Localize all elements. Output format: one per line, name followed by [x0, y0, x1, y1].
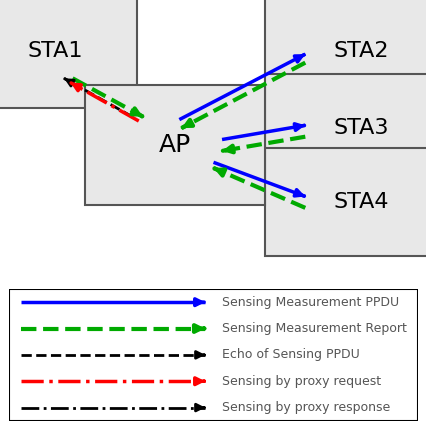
Text: STA3: STA3 — [332, 118, 388, 138]
Text: Sensing Measurement PPDU: Sensing Measurement PPDU — [221, 296, 398, 309]
FancyBboxPatch shape — [264, 74, 426, 182]
Text: Sensing Measurement Report: Sensing Measurement Report — [221, 322, 406, 335]
Text: Sensing by proxy request: Sensing by proxy request — [221, 375, 380, 388]
Text: STA1: STA1 — [28, 41, 83, 61]
Text: STA2: STA2 — [332, 41, 388, 61]
FancyBboxPatch shape — [85, 85, 264, 205]
Text: Echo of Sensing PPDU: Echo of Sensing PPDU — [221, 348, 359, 361]
Text: STA4: STA4 — [332, 192, 388, 212]
FancyBboxPatch shape — [0, 0, 136, 108]
FancyBboxPatch shape — [264, 0, 426, 108]
Text: AP: AP — [158, 133, 191, 157]
FancyBboxPatch shape — [264, 148, 426, 256]
Text: Sensing by proxy response: Sensing by proxy response — [221, 401, 389, 414]
